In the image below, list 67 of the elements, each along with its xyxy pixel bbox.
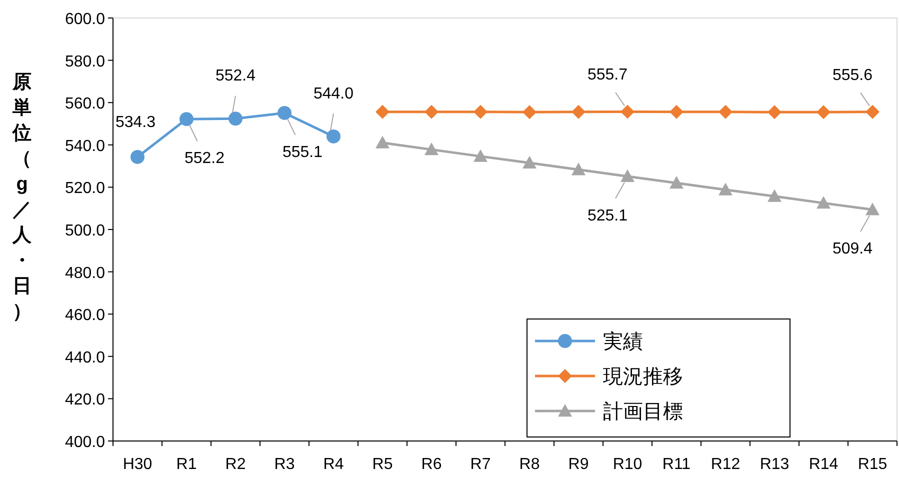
data-label: 552.2 (184, 150, 225, 168)
data-label: 552.4 (215, 68, 256, 85)
data-label: 509.4 (832, 240, 873, 258)
data-label: 534.3 (115, 114, 156, 131)
data-label: 544.0 (313, 85, 354, 102)
point (376, 104, 390, 119)
point (278, 106, 292, 120)
y-tick-label: 560.0 (64, 96, 106, 113)
x-tick-label: R10 (612, 456, 642, 473)
point (572, 162, 586, 176)
x-tick-label: R9 (568, 456, 589, 473)
point (670, 104, 684, 119)
x-tick-label: R4 (323, 456, 344, 473)
x-tick-label: R7 (470, 456, 491, 473)
point (866, 202, 880, 216)
y-tick-label: 420.0 (64, 392, 106, 409)
x-tick-label: R5 (372, 456, 393, 473)
data-label: 525.1 (587, 207, 628, 224)
point (228, 112, 242, 126)
x-tick-label: R2 (225, 456, 246, 473)
data-label: 555.6 (832, 66, 873, 84)
point (670, 176, 684, 189)
point (572, 104, 586, 119)
x-tick-label: R14 (808, 456, 838, 473)
point (474, 104, 488, 119)
point (130, 150, 144, 164)
y-tick-label: 580.0 (64, 53, 106, 70)
y-tick-label: 540.0 (64, 138, 106, 155)
point (816, 105, 830, 120)
point (620, 104, 634, 119)
point (816, 196, 830, 209)
point (718, 182, 732, 196)
y-tick-label: 400.0 (64, 434, 106, 451)
point (620, 169, 634, 182)
y-tick-label: 600.0 (64, 11, 106, 28)
x-tick-label: R6 (421, 456, 442, 473)
point (376, 136, 390, 148)
data-label: 555.1 (282, 144, 323, 161)
point (474, 149, 488, 162)
y-tick-label: 460.0 (64, 307, 106, 324)
point (866, 104, 880, 119)
legend-label: 計画目標 (603, 401, 683, 423)
text: 原単位（g／人・日） (12, 72, 32, 322)
data-label: 555.7 (587, 66, 628, 84)
point (424, 142, 438, 156)
point (522, 105, 536, 120)
legend-label: 現況推移 (603, 366, 683, 388)
point (424, 104, 438, 119)
y-tick-label: 480.0 (64, 264, 106, 282)
legend-label: 実績 (603, 330, 643, 353)
x-tick-label: R13 (760, 456, 790, 473)
y-tick-label: 500.0 (64, 222, 106, 240)
x-tick-label: H30 (122, 456, 152, 473)
x-tick-label: R8 (519, 456, 540, 473)
x-tick-label: R11 (662, 456, 691, 473)
y-tick-label: 440.0 (64, 349, 106, 366)
point (718, 104, 732, 119)
point (326, 129, 340, 144)
point (768, 105, 782, 120)
y-tick-label: 520.0 (64, 180, 106, 198)
x-tick-label: R15 (858, 456, 888, 473)
point (522, 156, 536, 168)
x-tick-label: R1 (176, 456, 197, 473)
x-tick-label: R3 (274, 456, 295, 473)
x-tick-label: R12 (710, 456, 740, 473)
point (768, 189, 782, 202)
point (180, 112, 194, 126)
